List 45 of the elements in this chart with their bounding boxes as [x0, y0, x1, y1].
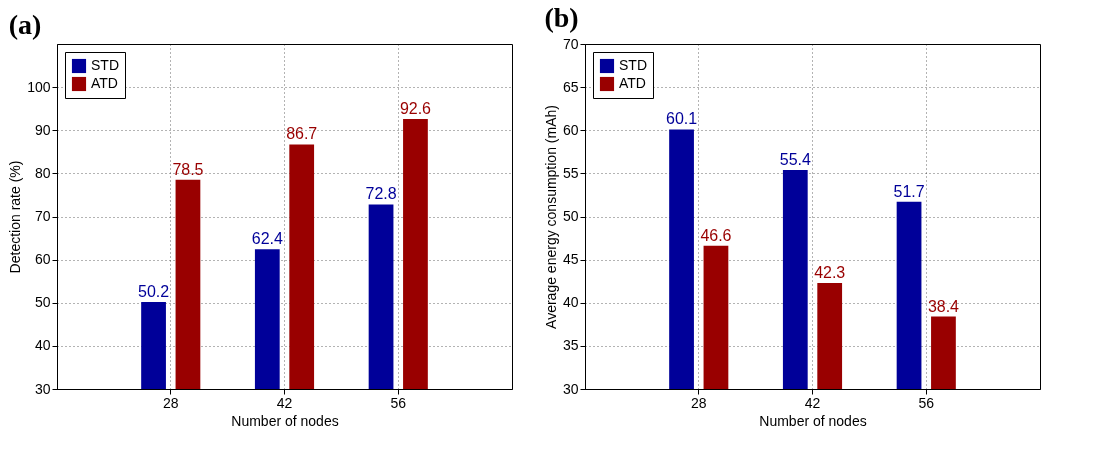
data-label: 62.4	[251, 230, 283, 248]
y-tick-label: 30	[562, 380, 579, 397]
y-tick-label: 35	[562, 337, 579, 354]
data-label: 55.4	[779, 150, 811, 168]
y-tick-label: 90	[34, 121, 51, 138]
y-tick-label: 50	[34, 294, 51, 311]
y-tick-label: 40	[34, 337, 51, 354]
data-label: 42.3	[814, 263, 846, 281]
data-label: 38.4	[927, 297, 960, 315]
legend-label: ATD	[91, 75, 118, 91]
x-tick-label: 42	[276, 394, 293, 411]
legend-label: STD	[91, 57, 119, 73]
y-tick-label: 70	[562, 35, 579, 52]
data-label: 46.6	[700, 226, 732, 244]
y-tick-label: 40	[562, 294, 579, 311]
data-label: 78.5	[172, 160, 204, 178]
x-axis-title: Number of nodes	[759, 412, 867, 429]
data-label: 51.7	[893, 182, 925, 200]
x-tick-label: 42	[804, 394, 821, 411]
chart-title: (b)	[544, 2, 579, 33]
y-tick-label: 70	[34, 208, 51, 224]
y-tick-label: 60	[34, 251, 51, 268]
x-tick-label: 28	[162, 394, 179, 411]
y-tick-label: 30	[34, 380, 51, 397]
data-label: 92.6	[399, 100, 432, 118]
y-tick-label: 80	[34, 164, 51, 181]
data-label: 60.1	[665, 110, 698, 128]
data-label: 72.8	[365, 185, 397, 203]
x-axis-title: Number of nodes	[231, 412, 339, 429]
y-tick-label: 100	[27, 78, 51, 95]
y-tick-label: 60	[562, 121, 579, 138]
y-tick-label: 65	[562, 78, 579, 95]
y-tick-label: 55	[562, 164, 579, 181]
legend-label: ATD	[619, 75, 646, 91]
x-tick-label: 56	[918, 394, 935, 411]
x-tick-label: 28	[690, 394, 707, 411]
y-tick-label: 50	[562, 208, 579, 224]
y-tick-label: 45	[562, 251, 579, 268]
data-label: 86.7	[286, 125, 318, 143]
data-label: 50.2	[137, 282, 170, 300]
y-axis-title: Average energy consumption (mAh)	[542, 105, 559, 329]
legend-label: STD	[619, 57, 647, 73]
y-axis-title: Detection rate (%)	[7, 160, 24, 274]
chart-title: (a)	[8, 9, 42, 40]
x-tick-label: 56	[390, 394, 407, 411]
